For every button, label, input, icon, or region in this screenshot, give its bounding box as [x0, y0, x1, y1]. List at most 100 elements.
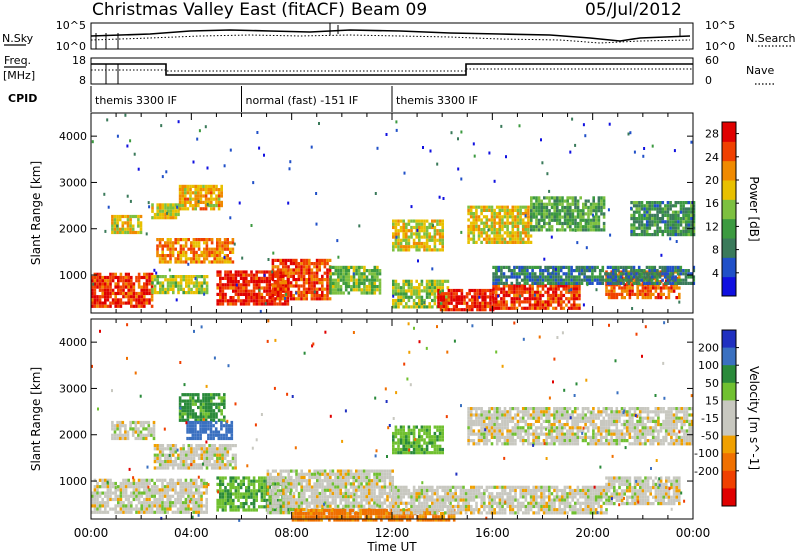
noise-cell — [497, 294, 500, 298]
heatmap-cell — [653, 217, 657, 221]
heatmap-cell — [651, 213, 654, 217]
heatmap-cell — [570, 293, 573, 298]
heatmap-cell — [664, 207, 667, 211]
heatmap-cell — [93, 507, 97, 511]
heatmap-cell — [469, 228, 473, 232]
heatmap-cell — [615, 292, 619, 296]
heatmap-cell — [226, 247, 229, 251]
heatmap-cell — [143, 491, 146, 495]
heatmap-cell — [126, 218, 130, 222]
heatmap-cell — [689, 272, 693, 276]
heatmap-cell — [405, 302, 408, 306]
heatmap-cell — [595, 205, 598, 210]
heatmap-cell — [202, 409, 205, 413]
heatmap-cell — [218, 250, 222, 254]
noise-cell — [336, 239, 339, 243]
heatmap-cell — [161, 478, 164, 482]
heatmap-cell — [562, 300, 566, 304]
heatmap-cell — [202, 412, 205, 416]
heatmap-cell — [452, 288, 456, 293]
heatmap-cell — [279, 271, 282, 275]
heatmap-cell — [644, 289, 647, 293]
heatmap-cell — [204, 396, 208, 400]
heatmap-cell — [638, 210, 641, 214]
heatmap-cell — [484, 292, 487, 296]
heatmap-cell — [137, 285, 141, 289]
heatmap-cell — [399, 229, 403, 233]
heatmap-cell — [271, 258, 275, 262]
heatmap-cell — [446, 305, 450, 309]
heatmap-cell — [690, 207, 693, 211]
heatmap-cell — [223, 450, 227, 454]
heatmap-cell — [438, 248, 442, 252]
heatmap-cell — [407, 235, 411, 239]
heatmap-cell — [308, 268, 311, 272]
heatmap-cell — [316, 501, 319, 505]
beam-label: Beam 09 — [351, 0, 427, 20]
heatmap-cell — [191, 207, 195, 211]
heatmap-cell — [399, 219, 403, 223]
heatmap-cell — [478, 308, 482, 312]
heatmap-cell — [438, 241, 442, 246]
heatmap-cell — [169, 216, 172, 220]
heatmap-cell — [224, 270, 227, 274]
heatmap-cell — [563, 199, 567, 203]
heatmap-cell — [397, 235, 400, 239]
heatmap-cell — [91, 279, 94, 283]
heatmap-cell — [177, 238, 180, 242]
heatmap-cell — [271, 491, 275, 496]
heatmap-cell — [182, 291, 185, 295]
heatmap-cell — [122, 504, 125, 508]
heatmap-cell — [640, 213, 644, 217]
heatmap-cell — [481, 288, 484, 293]
heatmap-cell — [523, 290, 527, 294]
heatmap-cell — [242, 286, 245, 290]
heatmap-cell — [199, 409, 203, 413]
noise-cell — [259, 309, 262, 313]
heatmap-cell — [405, 241, 408, 246]
heatmap-cell — [661, 269, 664, 273]
heatmap-cell — [252, 482, 256, 486]
heatmap-cell — [186, 430, 189, 434]
heatmap-cell — [352, 288, 356, 292]
heatmap-cell — [676, 272, 680, 276]
heatmap-cell — [300, 488, 303, 492]
heatmap-cell — [179, 494, 182, 498]
heatmap-cell — [276, 290, 280, 294]
heatmap-cell — [196, 430, 200, 434]
heatmap-cell — [230, 433, 234, 437]
heatmap-cell — [310, 495, 314, 499]
heatmap-cell — [161, 447, 165, 451]
heatmap-cell — [137, 295, 141, 299]
heatmap-cell — [177, 257, 180, 261]
heatmap-cell — [318, 278, 321, 282]
heatmap-cell — [410, 292, 413, 296]
heatmap-cell — [498, 228, 502, 232]
heatmap-cell — [101, 491, 104, 495]
heatmap-cell — [394, 225, 398, 230]
noise-cell — [264, 302, 267, 306]
heatmap-cell — [518, 281, 521, 285]
heatmap-cell — [255, 270, 258, 274]
heatmap-cell — [402, 235, 405, 239]
heatmap-cell — [313, 297, 316, 301]
plot-title: Christmas Valley East (fitACF) — [92, 0, 345, 20]
heatmap-cell — [529, 221, 533, 225]
heatmap-cell — [135, 275, 138, 280]
heatmap-cell — [208, 456, 211, 460]
heatmap-cell — [239, 292, 243, 296]
heatmap-cell — [645, 220, 649, 224]
heatmap-cell — [106, 494, 110, 498]
heatmap-cell — [202, 402, 205, 406]
heatmap-cell — [247, 495, 251, 499]
heatmap-cell — [232, 299, 235, 303]
heatmap-cell — [182, 463, 185, 467]
heatmap-cell — [597, 196, 601, 200]
heatmap-cell — [502, 290, 506, 294]
heatmap-cell — [428, 225, 431, 230]
heatmap-cell — [536, 290, 540, 294]
heatmap-cell — [521, 240, 525, 244]
heatmap-cell — [485, 221, 489, 225]
heatmap-cell — [420, 222, 424, 226]
heatmap-cell — [399, 289, 403, 293]
